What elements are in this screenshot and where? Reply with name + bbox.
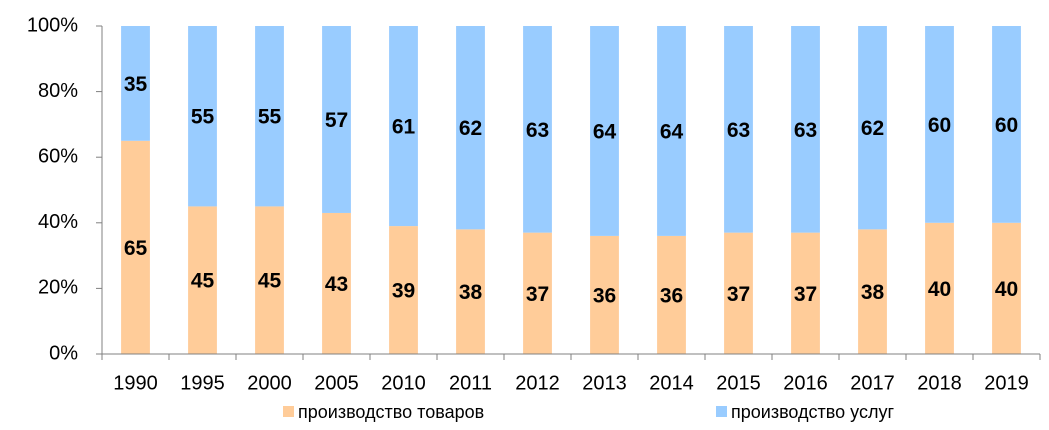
data-label: 40 <box>928 278 951 301</box>
y-tick-label: 100% <box>27 14 78 36</box>
bar-segment <box>724 232 753 354</box>
y-tick-label: 0% <box>49 342 78 364</box>
x-tick-label: 2011 <box>449 372 492 394</box>
y-tick-label: 80% <box>38 80 78 102</box>
bar-segment <box>389 26 418 227</box>
bar-segment <box>657 235 686 354</box>
bar-segment <box>523 232 552 354</box>
data-label: 55 <box>258 106 282 129</box>
x-tick-label: 2016 <box>783 372 828 394</box>
bar-segment <box>523 26 552 233</box>
bar-segment <box>791 26 820 233</box>
bar-segment <box>590 235 619 354</box>
data-label: 36 <box>660 285 683 308</box>
bar-segment <box>791 232 820 354</box>
data-label: 40 <box>995 278 1018 301</box>
bar-segment <box>322 212 351 354</box>
legend-label: производство услуг <box>731 402 894 422</box>
bar-segment <box>188 26 217 207</box>
x-tick-label: 2012 <box>515 372 560 394</box>
x-tick-label: 2005 <box>314 372 359 394</box>
data-label: 60 <box>995 114 1018 137</box>
bar-segment <box>925 222 954 354</box>
bar-segment <box>255 206 284 354</box>
data-label: 62 <box>459 117 482 140</box>
data-label: 43 <box>325 273 348 296</box>
data-label: 63 <box>794 119 817 142</box>
x-tick-label: 1990 <box>113 372 158 394</box>
bar-segment <box>858 229 887 354</box>
data-label: 35 <box>124 73 148 96</box>
data-label: 61 <box>392 116 416 139</box>
data-label: 45 <box>258 270 282 293</box>
bar-segment <box>590 26 619 236</box>
bar-segment <box>992 26 1021 223</box>
bar-segment <box>121 140 150 354</box>
data-label: 64 <box>660 121 684 144</box>
data-label: 37 <box>727 283 750 306</box>
x-tick-label: 1995 <box>180 372 225 394</box>
bar-segment <box>992 222 1021 354</box>
data-label: 63 <box>526 119 549 142</box>
data-label: 65 <box>124 237 148 260</box>
bar-segment <box>456 229 485 354</box>
data-label: 63 <box>727 119 750 142</box>
y-tick-label: 20% <box>38 277 78 299</box>
data-label: 38 <box>459 281 483 304</box>
data-label: 64 <box>593 121 617 144</box>
data-label: 36 <box>593 285 616 308</box>
data-label: 37 <box>526 283 549 306</box>
bar-segment <box>188 206 217 354</box>
x-tick-label: 2018 <box>917 372 962 394</box>
legend-swatch <box>716 406 727 417</box>
bar-segment <box>858 26 887 230</box>
data-label: 55 <box>191 106 215 129</box>
x-tick-label: 2000 <box>247 372 292 394</box>
y-tick-label: 60% <box>38 145 78 167</box>
bar-segment <box>389 226 418 354</box>
data-label: 37 <box>794 283 817 306</box>
data-label: 57 <box>325 109 348 132</box>
bar-segment <box>121 26 150 141</box>
data-label: 60 <box>928 114 951 137</box>
bar-segment <box>925 26 954 223</box>
bar-segment <box>724 26 753 233</box>
x-tick-label: 2017 <box>850 372 895 394</box>
x-tick-label: 2013 <box>582 372 627 394</box>
bar-segment <box>657 26 686 236</box>
data-label: 45 <box>191 270 215 293</box>
legend-label: производство товаров <box>298 402 484 422</box>
y-tick-label: 40% <box>38 211 78 233</box>
bar-segment <box>322 26 351 213</box>
bar-segment <box>255 26 284 207</box>
x-tick-label: 2010 <box>381 372 426 394</box>
data-label: 62 <box>861 117 884 140</box>
x-tick-label: 2019 <box>984 372 1029 394</box>
bar-segment <box>456 26 485 230</box>
x-tick-label: 2015 <box>716 372 761 394</box>
data-label: 38 <box>861 281 885 304</box>
x-tick-label: 2014 <box>649 372 694 394</box>
legend-swatch <box>283 406 294 417</box>
data-label: 39 <box>392 280 415 303</box>
